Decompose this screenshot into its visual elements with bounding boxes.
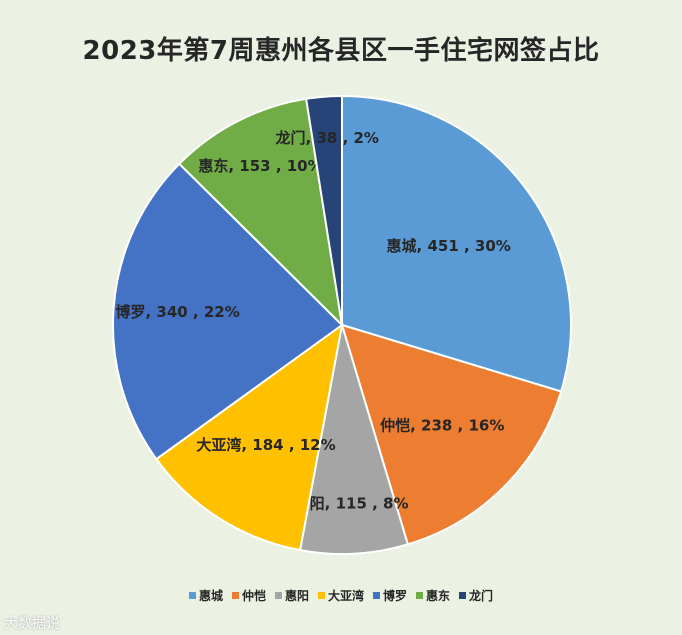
- slice-label-博罗: 博罗, 340 , 22%: [115, 303, 239, 321]
- legend-item-龙门: 龙门: [459, 587, 493, 604]
- slice-label-惠阳: 惠阳, 115 , 8%: [295, 494, 409, 512]
- pie-slice-龙门: [305, 94, 343, 326]
- chart-title: 2023年第7周惠州各县区一手住宅网签占比: [82, 36, 600, 66]
- legend-swatch: [416, 592, 424, 599]
- legend-item-博罗: 博罗: [373, 587, 407, 604]
- slice-label-大亚湾: 大亚湾, 184 , 12%: [196, 436, 335, 454]
- legend-label: 龙门: [469, 589, 494, 603]
- legend-label: 大亚湾: [327, 589, 364, 603]
- pie-slice-惠东: [177, 97, 344, 328]
- pie-slice-惠城: [341, 94, 572, 393]
- slice-label-惠城: 惠城, 451 , 30%: [387, 237, 511, 255]
- legend-label: 惠城: [198, 589, 223, 603]
- legend-item-仲恺: 仲恺: [231, 587, 266, 604]
- chart-legend: 惠城 仲恺 惠阳 大亚湾 博罗 惠东 龙门: [0, 587, 682, 604]
- pie-slice-惠阳: [298, 324, 410, 555]
- legend-label: 仲恺: [241, 589, 266, 603]
- legend-label: 惠阳: [284, 589, 309, 603]
- legend-label: 博罗: [383, 589, 408, 603]
- legend-item-大亚湾: 大亚湾: [317, 587, 364, 604]
- legend-swatch: [188, 592, 196, 599]
- legend-item-惠城: 惠城: [188, 587, 223, 604]
- source-note: 大数据说: [4, 616, 60, 632]
- pie-slice-博罗: [112, 162, 344, 461]
- legend-label: 惠东: [426, 589, 451, 603]
- legend-swatch: [373, 592, 380, 599]
- legend-swatch: [459, 592, 467, 599]
- legend-swatch: [274, 592, 282, 599]
- pie-slice-大亚湾: [154, 322, 344, 552]
- slice-label-惠东: 惠东, 153 , 10%: [198, 157, 322, 175]
- legend-item-惠阳: 惠阳: [274, 587, 309, 604]
- legend-swatch: [317, 592, 325, 599]
- legend-item-惠东: 惠东: [416, 587, 450, 604]
- slice-label-龙门: 龙门, 38 , 2%: [275, 129, 379, 147]
- slice-label-仲恺: 仲恺, 238 , 16%: [380, 417, 504, 435]
- pie-slice-仲恺: [340, 323, 563, 546]
- legend-swatch: [231, 592, 239, 599]
